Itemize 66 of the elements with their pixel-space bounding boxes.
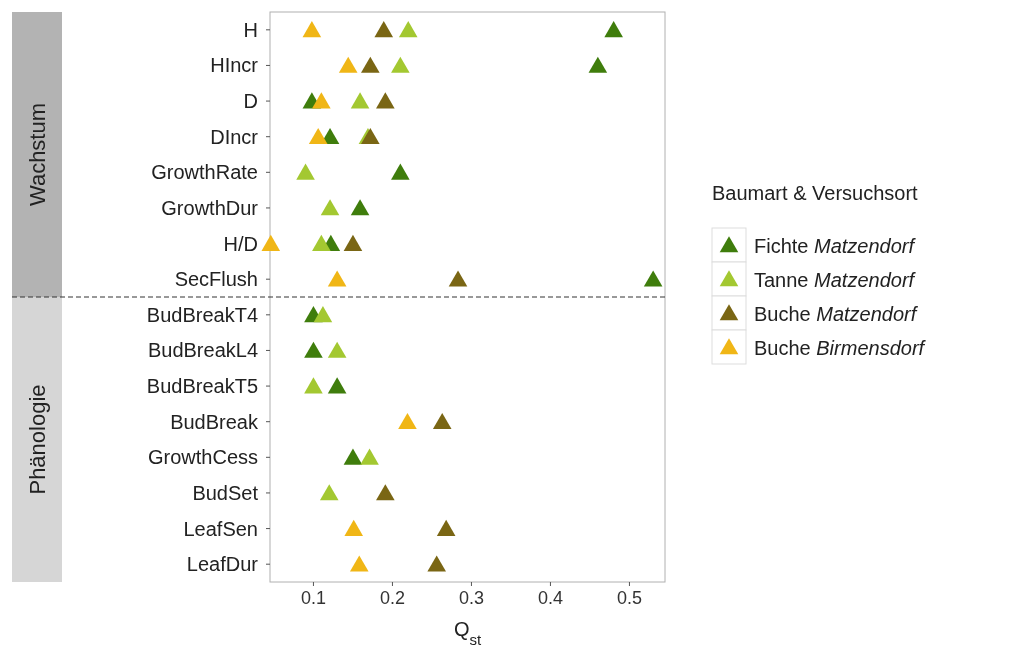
point <box>398 412 417 430</box>
y-tick-label: LeafSen <box>183 517 258 540</box>
point <box>376 92 395 109</box>
point <box>313 306 333 323</box>
x-tick-label: 0.5 <box>616 588 642 608</box>
point <box>398 21 418 38</box>
point <box>338 56 358 73</box>
legend-label: Tanne Matzendorf <box>754 269 917 291</box>
point <box>376 484 395 501</box>
y-tick-label: BudBreakT5 <box>146 375 258 398</box>
y-tick-label: GrowthRate <box>151 161 258 184</box>
point <box>391 163 410 180</box>
x-tick-label: 0.3 <box>458 588 484 608</box>
y-tick-label: BudBreakL4 <box>147 339 258 362</box>
point <box>427 555 446 572</box>
legend-label: Buche Matzendorf <box>754 303 919 325</box>
legend-label: Fichte Matzendorf <box>754 235 917 257</box>
y-tick-label: GrowthDur <box>161 196 259 219</box>
x-tick-label: 0.4 <box>537 588 563 608</box>
point <box>319 484 339 501</box>
y-tick-label: BudBreakT4 <box>146 303 258 326</box>
point <box>343 448 363 465</box>
x-tick-label: 0.2 <box>379 588 405 608</box>
point <box>374 21 394 38</box>
x-tick-label: 0.1 <box>300 588 326 608</box>
point <box>643 270 663 287</box>
y-tick-label: HIncr <box>210 54 259 77</box>
point <box>320 199 340 216</box>
point <box>349 555 369 572</box>
point <box>302 21 322 38</box>
point <box>327 270 347 287</box>
y-tick-label: H <box>243 18 258 41</box>
point <box>350 92 370 109</box>
point <box>312 92 331 109</box>
point <box>391 56 410 73</box>
y-tick-label: D <box>243 90 258 113</box>
y-tick-label: DIncr <box>210 125 259 148</box>
point <box>361 56 380 73</box>
point <box>304 377 323 394</box>
y-tick-label: BudSet <box>192 481 259 504</box>
point <box>261 234 281 251</box>
point <box>360 448 379 465</box>
point <box>344 519 364 536</box>
y-tick-label: LeafDur <box>186 553 259 576</box>
point <box>327 377 347 394</box>
point <box>432 412 452 430</box>
point <box>308 127 328 145</box>
point <box>604 21 623 38</box>
text: Wachstum <box>25 102 50 207</box>
point <box>436 519 456 536</box>
legend-title: Baumart & Versuchsort <box>712 182 919 204</box>
y-tick-label: BudBreak <box>170 410 259 433</box>
point <box>343 234 363 251</box>
y-tick-label: SecFlush <box>174 268 258 291</box>
point <box>296 163 315 180</box>
point <box>312 234 331 251</box>
point <box>304 341 323 358</box>
point <box>588 56 608 73</box>
point <box>327 341 347 358</box>
point <box>448 270 468 287</box>
y-tick-label: GrowthCess <box>147 446 258 469</box>
point <box>350 199 370 216</box>
y-tick-label: H/D <box>223 232 258 255</box>
legend-label: Buche Birmensdorf <box>754 337 927 359</box>
x-axis-title: Q$_{st}$ <box>453 618 482 648</box>
text: Phänologie <box>25 384 50 495</box>
